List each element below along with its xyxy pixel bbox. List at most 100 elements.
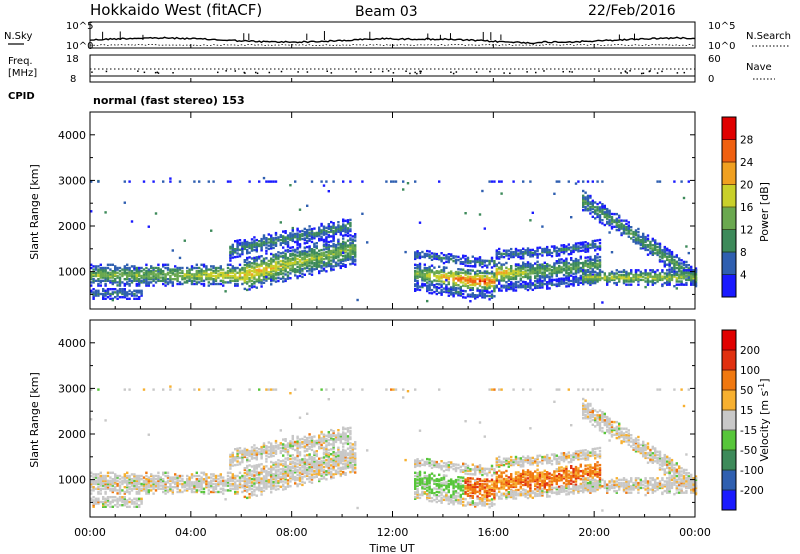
heatmap-cell bbox=[332, 233, 335, 236]
heatmap-cell bbox=[478, 289, 482, 292]
heatmap-cell bbox=[274, 256, 278, 259]
heatmap-cell bbox=[289, 440, 292, 443]
heatmap-cell bbox=[147, 484, 150, 487]
heatmap-cell bbox=[344, 249, 347, 252]
heatmap-cell bbox=[104, 478, 107, 481]
heatmap-cell bbox=[306, 255, 309, 258]
heatmap-cell bbox=[594, 217, 597, 220]
heatmap-cell bbox=[349, 258, 352, 261]
heatmap-cell bbox=[212, 266, 215, 270]
heatmap-cell bbox=[598, 238, 602, 242]
freq-dot bbox=[489, 70, 491, 73]
heatmap-cell bbox=[678, 275, 681, 278]
heatmap-cell bbox=[591, 278, 594, 282]
heatmap-cell bbox=[128, 266, 131, 270]
heatmap-cell bbox=[507, 252, 510, 256]
heatmap-cell bbox=[469, 283, 472, 286]
heatmap-cell bbox=[272, 266, 275, 269]
heatmap-cell bbox=[298, 230, 302, 233]
heatmap-cell bbox=[579, 246, 582, 249]
heatmap-cell bbox=[301, 250, 304, 253]
heatmap-cell bbox=[224, 479, 227, 482]
heatmap-cell bbox=[622, 278, 626, 282]
heatmap-cell bbox=[423, 283, 426, 286]
heatmap-cell bbox=[272, 277, 275, 281]
heatmap-cell bbox=[349, 238, 352, 242]
heatmap-cell bbox=[258, 274, 261, 278]
heatmap-cell bbox=[308, 248, 311, 251]
heatmap-cell bbox=[488, 281, 491, 285]
heatmap-cell bbox=[565, 267, 568, 270]
heatmap-cell bbox=[586, 202, 590, 206]
heatmap-cell bbox=[188, 270, 191, 273]
heatmap-cell bbox=[224, 290, 227, 293]
heatmap-cell bbox=[97, 274, 100, 278]
heatmap-cell bbox=[111, 297, 114, 300]
heatmap-cell bbox=[250, 284, 254, 287]
heatmap-cell bbox=[274, 264, 278, 267]
heatmap-cell bbox=[135, 270, 138, 273]
heatmap-cell bbox=[291, 436, 294, 439]
heatmap-cell bbox=[262, 470, 266, 473]
heatmap-cell bbox=[229, 268, 232, 271]
heatmap-cell bbox=[92, 279, 95, 282]
heatmap-cell bbox=[183, 274, 186, 278]
heatmap-cell bbox=[510, 277, 513, 281]
heatmap-cell bbox=[334, 243, 338, 247]
heatmap-cell bbox=[327, 244, 330, 247]
heatmap-cell bbox=[543, 266, 546, 269]
heatmap-cell bbox=[282, 462, 285, 466]
heatmap-cell bbox=[330, 249, 333, 253]
heatmap-cell bbox=[462, 268, 465, 271]
heatmap-cell bbox=[255, 248, 258, 251]
heatmap-cell bbox=[106, 484, 110, 487]
heatmap-cell bbox=[649, 275, 652, 278]
heatmap-cell bbox=[452, 275, 455, 278]
heatmap-cell bbox=[675, 255, 678, 259]
heatmap-cell bbox=[349, 229, 352, 233]
heatmap-cell bbox=[320, 264, 323, 268]
heatmap-cell bbox=[346, 219, 350, 222]
heatmap-cell bbox=[102, 481, 105, 484]
heatmap-cell bbox=[445, 257, 448, 260]
heatmap-cell bbox=[147, 478, 150, 481]
heatmap-cell bbox=[183, 482, 186, 486]
heatmap-cell bbox=[135, 499, 138, 502]
heatmap-cell bbox=[351, 244, 354, 248]
heatmap-cell bbox=[428, 277, 431, 280]
heatmap-cell bbox=[606, 278, 609, 282]
heatmap-cell bbox=[620, 222, 623, 225]
heatmap-cell bbox=[301, 264, 304, 267]
heatmap-cell bbox=[567, 280, 570, 283]
heatmap-cell bbox=[104, 266, 107, 270]
heatmap-cell bbox=[596, 215, 599, 219]
heatmap-cell bbox=[670, 262, 674, 265]
heatmap-cell bbox=[253, 248, 256, 252]
heatmap-cell bbox=[320, 261, 323, 265]
heatmap-cell bbox=[565, 282, 568, 285]
heatmap-cell bbox=[565, 268, 568, 272]
heatmap-cell bbox=[248, 485, 251, 488]
heatmap-cell bbox=[135, 502, 138, 505]
heatmap-cell bbox=[493, 281, 496, 285]
heatmap-cell bbox=[104, 270, 107, 273]
heatmap-cell bbox=[258, 269, 261, 273]
heatmap-cell bbox=[123, 500, 126, 504]
heatmap-cell bbox=[106, 291, 110, 294]
heatmap-cell bbox=[104, 279, 107, 282]
heatmap-cell bbox=[483, 296, 486, 299]
heatmap-cell bbox=[284, 487, 287, 491]
heatmap-cell bbox=[615, 228, 618, 232]
heatmap-cell bbox=[99, 479, 102, 482]
heatmap-cell bbox=[265, 484, 268, 487]
heatmap-cell bbox=[135, 273, 138, 276]
heatmap-cell bbox=[274, 485, 278, 488]
heatmap-cell bbox=[123, 284, 126, 287]
heatmap-cell bbox=[210, 476, 213, 479]
heatmap-cell bbox=[296, 251, 299, 254]
heatmap-cell bbox=[133, 482, 136, 486]
heatmap-cell bbox=[270, 470, 273, 473]
heatmap-cell bbox=[219, 474, 222, 478]
heatmap-cell bbox=[582, 196, 585, 199]
heatmap-cell bbox=[186, 273, 189, 276]
